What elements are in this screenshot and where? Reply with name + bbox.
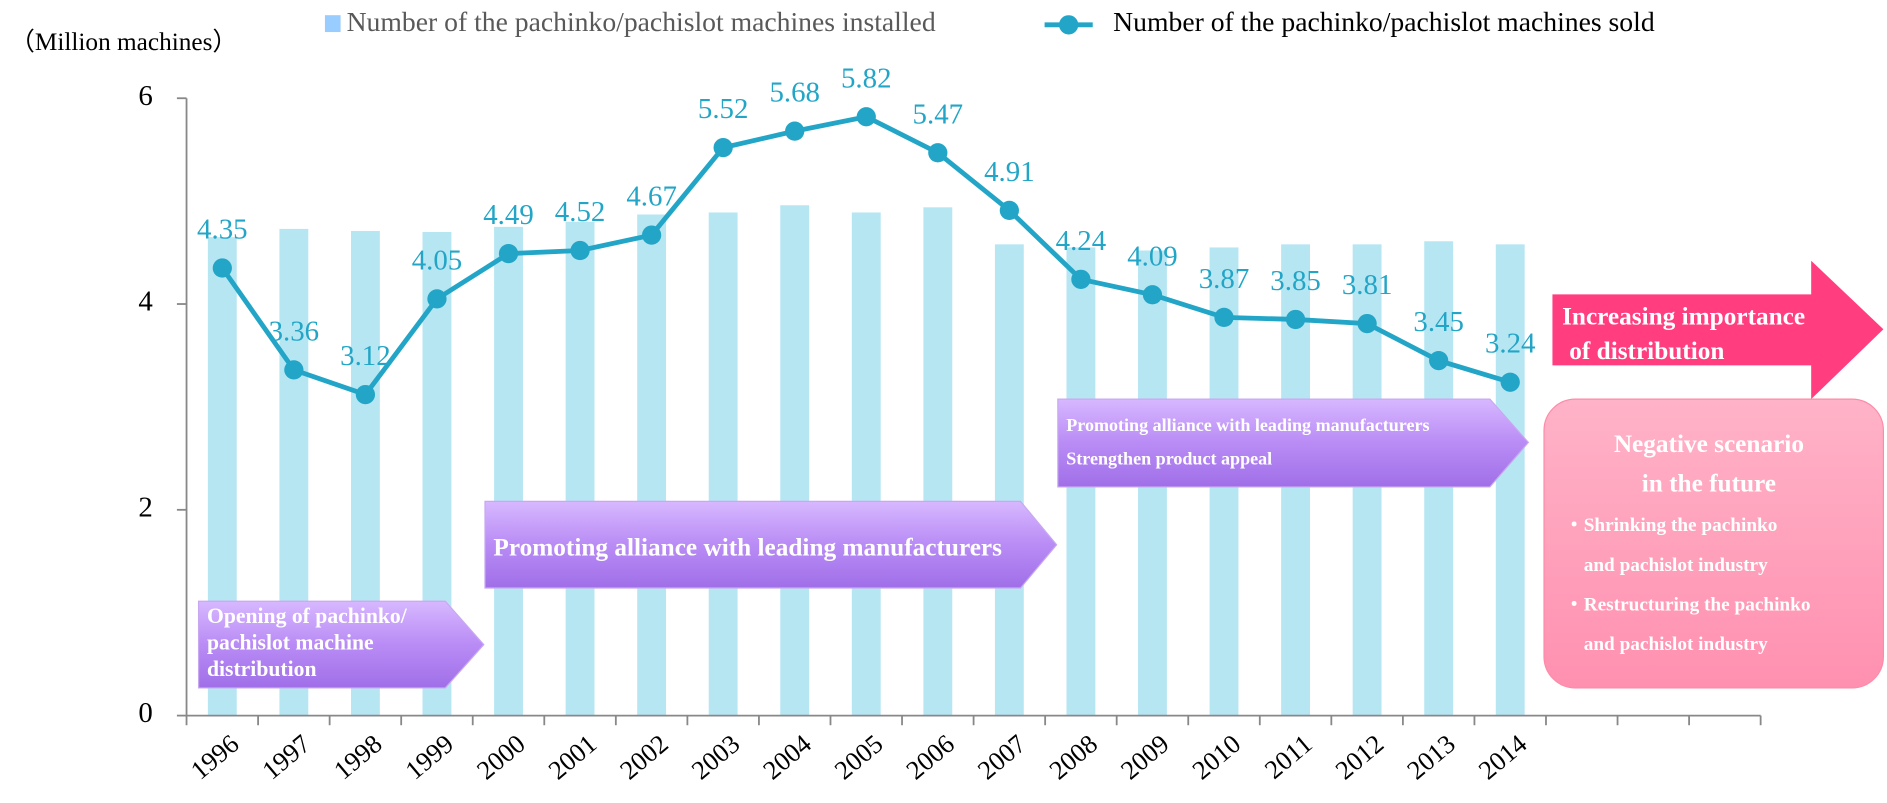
annotation: ・Shrinking the pachinko [1564, 515, 1777, 536]
data-label: 3.87 [1199, 263, 1250, 295]
annotation: distribution [207, 657, 317, 681]
legend-label: Number of the pachinko/pachislot machine… [1113, 6, 1655, 37]
marker [1285, 309, 1306, 330]
marker [1142, 285, 1163, 305]
x-tick-label: 2010 [1186, 728, 1246, 785]
marker [856, 107, 876, 127]
x-tick-label: 1997 [256, 728, 316, 785]
y-axis-label: （Million machines） [10, 28, 238, 56]
bar [565, 221, 595, 716]
marker [999, 200, 1019, 221]
data-label: 4.24 [1056, 225, 1107, 257]
y-tick-label: 6 [138, 80, 152, 112]
legend-label: Number of the pachinko/pachislot machine… [347, 6, 936, 37]
x-tick-label: 2001 [542, 728, 602, 785]
annotation: pachislot machine [207, 631, 374, 655]
bar [780, 205, 810, 716]
data-label: 5.52 [698, 93, 749, 125]
data-label: 4.67 [626, 181, 677, 213]
arrow [197, 600, 485, 689]
marker [212, 258, 232, 278]
arrow [1057, 398, 1530, 488]
x-tick-label: 2012 [1329, 728, 1389, 785]
x-tick-label: 2004 [757, 728, 817, 785]
y-tick-label: 2 [138, 491, 152, 523]
y-tick-label: 0 [138, 697, 152, 729]
marker [498, 243, 519, 264]
x-tick-label: 2006 [900, 728, 960, 785]
bar [1495, 244, 1525, 716]
annotation: Promoting alliance with leading manufact… [493, 533, 1002, 561]
marker [713, 137, 733, 158]
data-label: 3.45 [1413, 306, 1464, 338]
x-tick-label: 2014 [1473, 728, 1533, 785]
data-label: 5.47 [913, 98, 964, 130]
annotation: ・Restructuring the pachinko [1564, 595, 1810, 616]
arrow [1552, 260, 1884, 400]
annotation: Increasing importance [1562, 302, 1805, 330]
bar [994, 244, 1024, 716]
marker [1214, 307, 1234, 328]
marker [284, 360, 304, 380]
data-label: 5.82 [841, 62, 892, 94]
data-label: 4.91 [984, 156, 1035, 188]
marker [1429, 350, 1449, 371]
data-label: 3.81 [1342, 269, 1393, 301]
marker [570, 240, 590, 261]
data-label: 4.05 [412, 244, 463, 276]
bar [494, 226, 523, 716]
x-tick-label: 1999 [399, 728, 459, 785]
marker [1357, 313, 1377, 334]
data-label: 3.24 [1485, 328, 1536, 360]
x-tick-label: 2000 [471, 728, 531, 785]
bar [851, 212, 881, 716]
annotation-shapes [197, 260, 1884, 689]
legend-marker [1059, 15, 1079, 35]
data-label: 3.12 [340, 340, 391, 372]
x-tick-label: 2008 [1043, 728, 1103, 785]
marker [641, 225, 662, 245]
data-label: 4.52 [555, 196, 606, 228]
marker [1071, 269, 1091, 289]
callout-box [1543, 398, 1884, 689]
x-tick-label: 2002 [614, 728, 674, 785]
marker [355, 384, 376, 405]
bar [708, 212, 738, 716]
bar [637, 214, 667, 716]
annotation: of distribution [1569, 337, 1724, 365]
arrow [484, 500, 1058, 589]
annotation: Negative scenario [1614, 430, 1804, 458]
y-tick-label: 4 [138, 286, 152, 318]
annotation: and pachislot industry [1584, 634, 1768, 655]
data-label: 4.09 [1127, 240, 1178, 272]
annotation: in the future [1642, 470, 1776, 498]
bar [923, 207, 953, 716]
marker [928, 143, 948, 163]
legend-swatch [324, 15, 341, 33]
x-tick-label: 2005 [829, 728, 889, 785]
x-tick-label: 1996 [185, 728, 245, 785]
annotation: Promoting alliance with leading manufact… [1066, 415, 1429, 435]
data-label: 4.35 [197, 214, 248, 246]
x-tick-label: 2003 [686, 728, 746, 785]
data-label: 3.36 [269, 315, 320, 347]
x-tick-label: 2007 [972, 728, 1032, 785]
annotation: Opening of pachinko/ [207, 604, 408, 628]
marker [1500, 372, 1520, 392]
data-label: 3.85 [1270, 265, 1321, 297]
data-label: 5.68 [769, 77, 820, 109]
marker [785, 121, 805, 141]
annotation: and pachislot industry [1584, 555, 1768, 576]
data-label: 4.49 [483, 199, 534, 231]
annotation: Strengthen product appeal [1066, 449, 1272, 469]
x-tick-label: 2011 [1259, 728, 1318, 784]
x-tick-label: 1998 [328, 728, 388, 785]
marker [427, 289, 447, 309]
x-tick-label: 2009 [1115, 728, 1175, 785]
x-tick-label: 2013 [1401, 728, 1461, 785]
